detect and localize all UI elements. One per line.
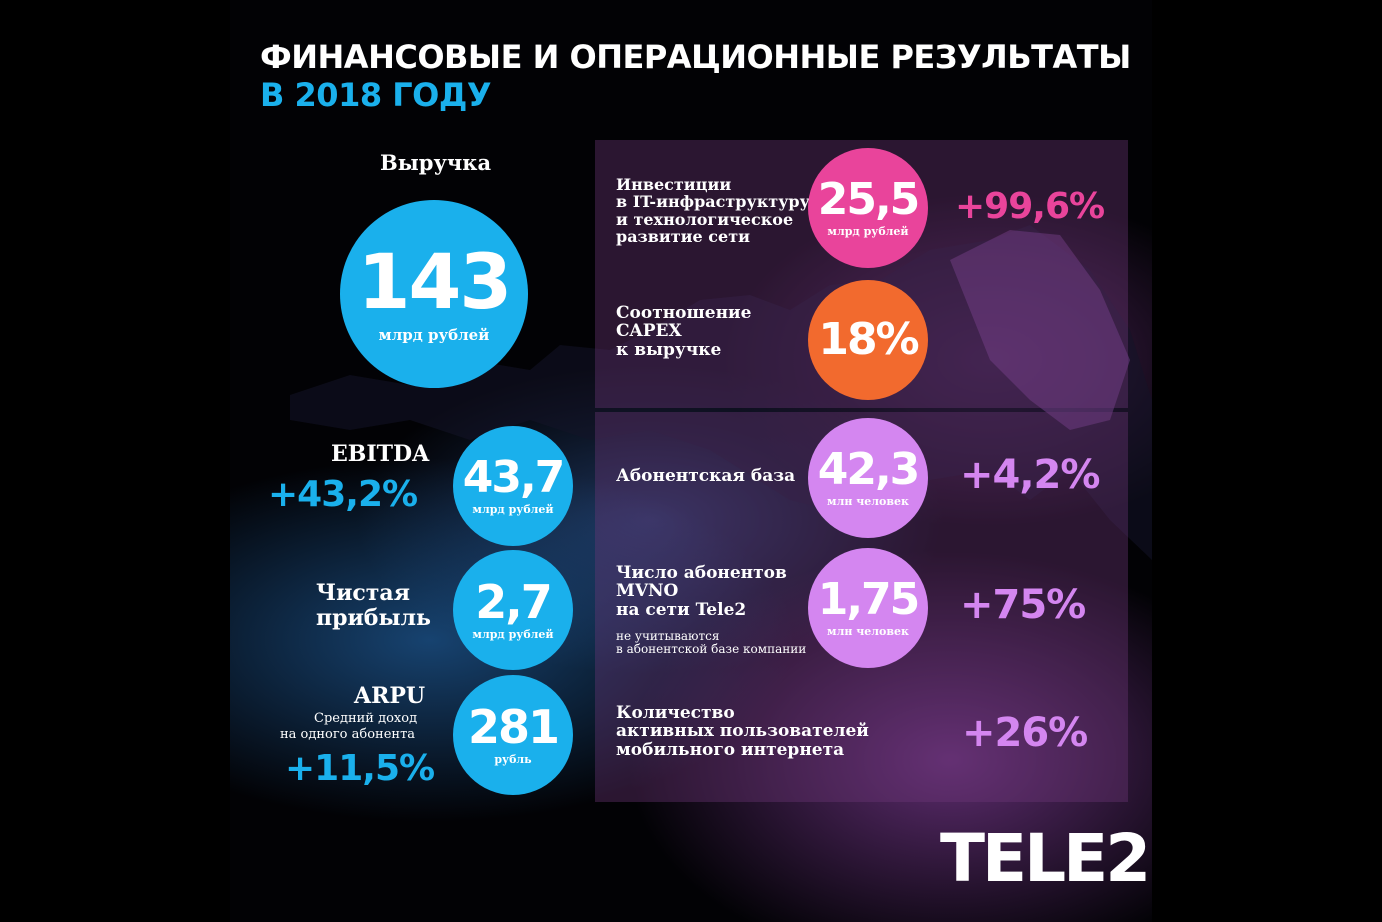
net-profit-circle: 2,7 млрд рублей: [453, 550, 573, 670]
investments-label-line3: и технологическое: [616, 209, 794, 229]
mobile-internet-label-line2: активных пользователей: [616, 721, 869, 742]
capex-circle: 18%: [808, 280, 928, 400]
investments-value: 25,5: [817, 174, 921, 225]
investments-label: Инвестиции в IT-инфраструктуру и техноло…: [616, 176, 810, 245]
mobile-internet-change: +26%: [962, 710, 1088, 756]
mvno-value: 1,75: [817, 574, 921, 625]
net-profit-label-line1: Чистая: [316, 580, 410, 606]
arpu-circle: 281 рубль: [453, 675, 573, 795]
tele2-logo: TELE2: [940, 820, 1151, 897]
mvno-note-line1: не учитываются: [616, 629, 720, 643]
page-title: ФИНАНСОВЫЕ И ОПЕРАЦИОННЫЕ РЕЗУЛЬТАТЫ: [260, 38, 1131, 76]
arpu-sub-line2: на одного абонента: [280, 727, 416, 742]
page-subtitle: В 2018 ГОДУ: [260, 76, 492, 114]
arpu-value: 281: [467, 700, 560, 754]
investments-circle: 25,5 млрд рублей: [808, 148, 928, 268]
mvno-circle: 1,75 млн человек: [808, 548, 928, 668]
mvno-note-line2: в абонентской базе компании: [616, 641, 807, 656]
investments-unit: млрд рублей: [827, 225, 909, 238]
mvno-label-line2: MVNO: [616, 581, 679, 602]
investments-change: +99,6%: [955, 186, 1105, 227]
net-profit-label-line2: прибыль: [316, 605, 431, 631]
mobile-internet-label-line1: Количество: [616, 703, 735, 723]
revenue-value: 143: [357, 237, 513, 326]
infographic-panel: ФИНАНСОВЫЕ И ОПЕРАЦИОННЫЕ РЕЗУЛЬТАТЫ В 2…: [230, 0, 1152, 922]
capex-value: 18%: [818, 314, 919, 365]
mvno-label-line3: на сети Tele2: [616, 599, 747, 620]
subscribers-circle: 42,3 млн человек: [808, 418, 928, 538]
mvno-label-line1: Число абонентов: [616, 563, 787, 583]
net-profit-unit: млрд рублей: [472, 628, 554, 641]
capex-label-line3: к выручке: [616, 339, 722, 360]
mobile-internet-label-line3: мобильного интернета: [616, 739, 845, 760]
subscribers-change: +4,2%: [960, 452, 1100, 498]
mobile-internet-label: Количество активных пользователей мобиль…: [616, 704, 869, 759]
ebitda-label: EBITDA: [331, 441, 430, 467]
mvno-label: Число абонентов MVNO на сети Tele2: [616, 564, 787, 619]
investments-label-line4: развитие сети: [616, 226, 750, 246]
capex-label-line1: Соотношение: [616, 303, 752, 323]
ebitda-unit: млрд рублей: [472, 503, 554, 516]
subscribers-unit: млн человек: [827, 495, 909, 508]
arpu-label: ARPU: [354, 683, 426, 709]
subscribers-label: Абонентская база: [616, 466, 796, 486]
russia-map-silhouette: [290, 225, 1152, 560]
net-profit-value: 2,7: [475, 575, 552, 629]
arpu-unit: рубль: [494, 753, 532, 766]
mvno-change: +75%: [960, 582, 1086, 628]
revenue-circle: 143 млрд рублей: [340, 200, 528, 388]
mvno-unit: млн человек: [827, 625, 909, 638]
arpu-change: +11,5%: [285, 748, 435, 789]
ebitda-change: +43,2%: [268, 474, 418, 515]
revenue-unit: млрд рублей: [378, 326, 490, 344]
revenue-label: Выручка: [380, 150, 492, 175]
arpu-sub-line1: Средний доход: [314, 711, 418, 726]
mvno-note: не учитываются в абонентской базе компан…: [616, 630, 806, 656]
investments-label-line1: Инвестиции: [616, 175, 732, 194]
subscribers-value: 42,3: [817, 444, 921, 495]
investments-label-line2: в IT-инфраструктуру: [616, 192, 810, 212]
capex-label: Соотношение CAPEX к выручке: [616, 304, 751, 359]
ebitda-circle: 43,7 млрд рублей: [453, 426, 573, 546]
ebitda-value: 43,7: [462, 452, 566, 503]
capex-label-line2: CAPEX: [616, 321, 682, 342]
